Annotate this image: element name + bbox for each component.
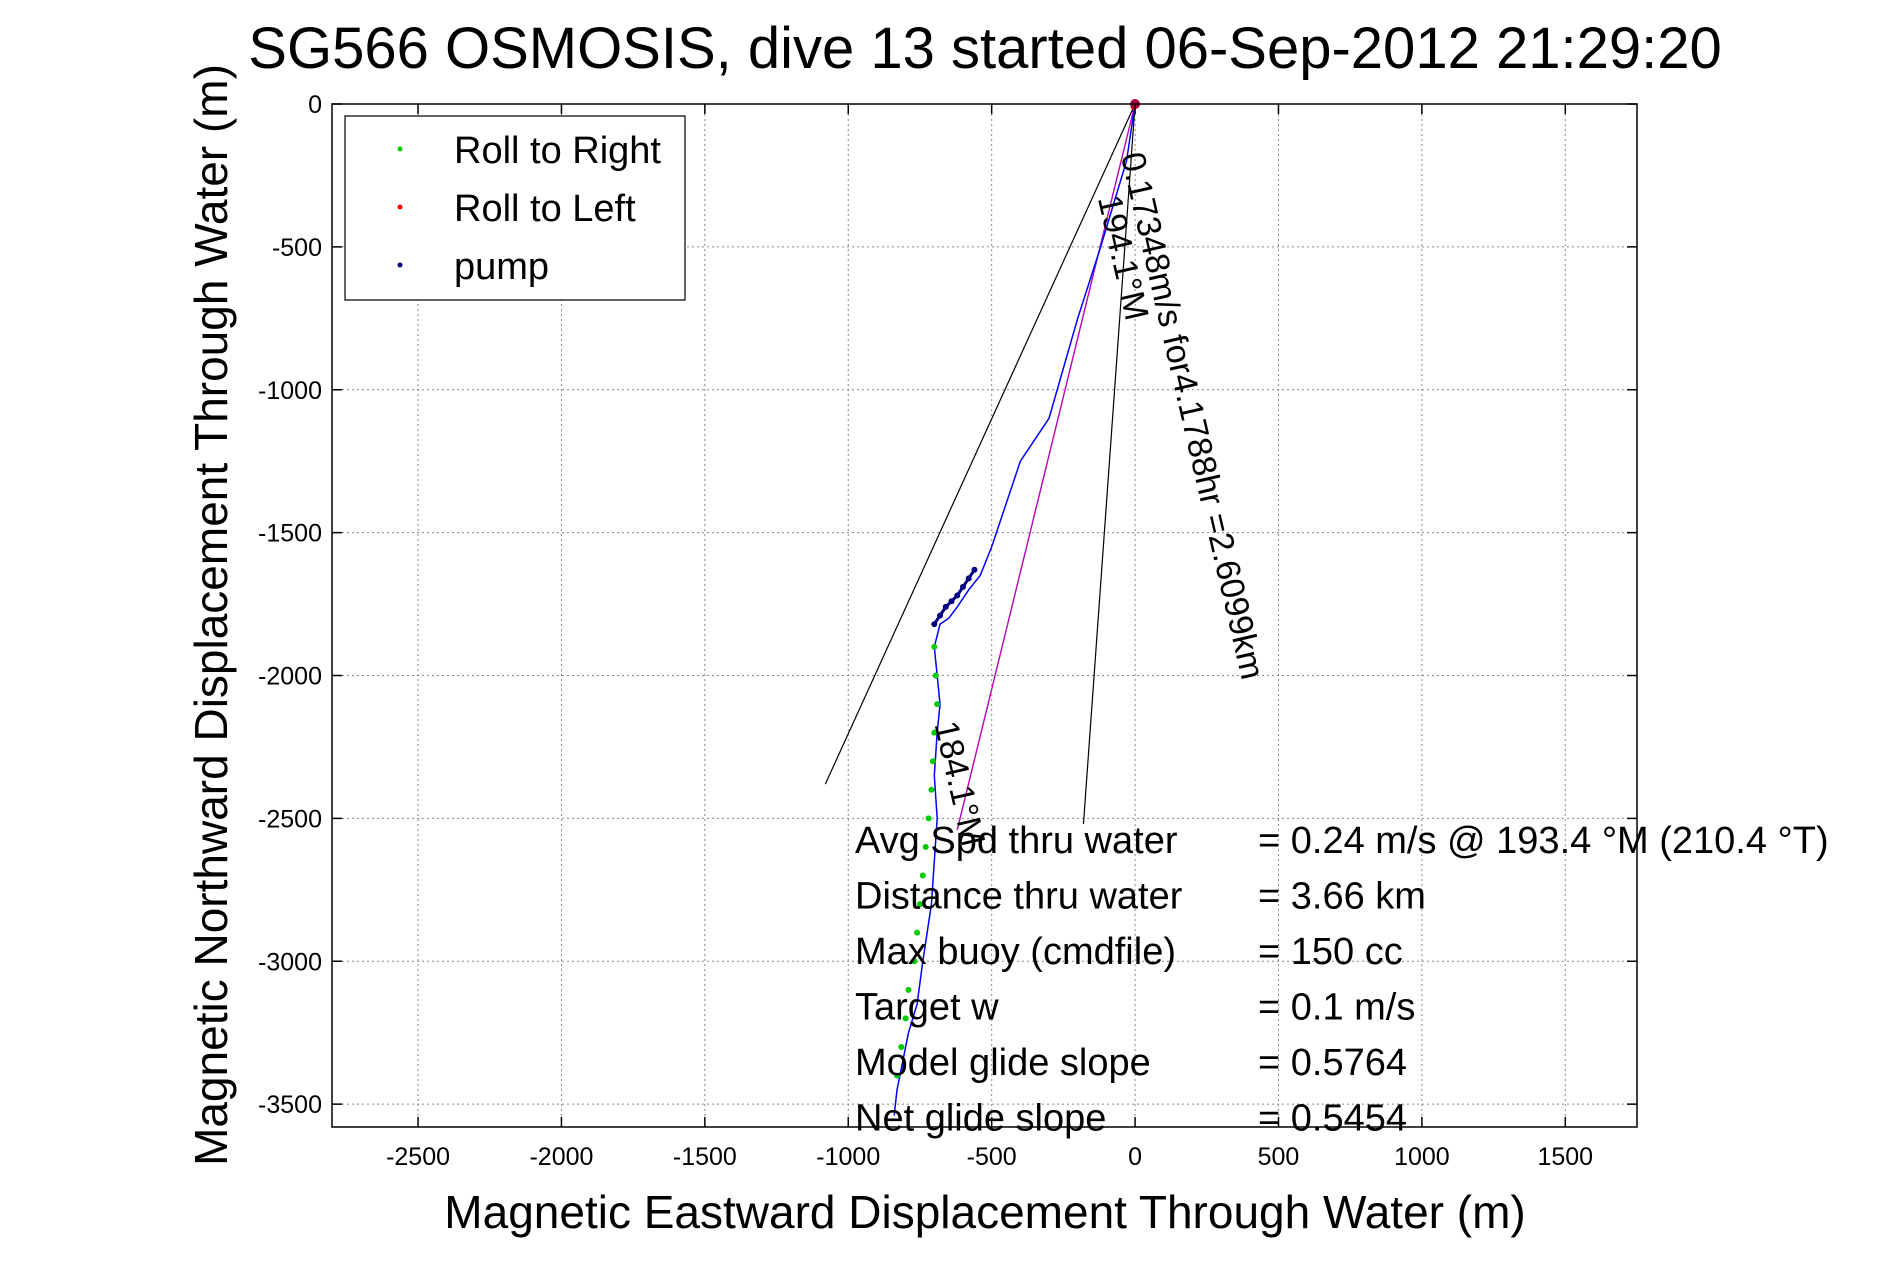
x-tick-label: -2000	[529, 1143, 593, 1171]
stat-label: Model glide slope	[855, 1042, 1151, 1084]
legend-label: Roll to Left	[454, 188, 636, 230]
y-tick-label: 0	[308, 91, 322, 119]
legend-label: pump	[454, 246, 549, 288]
legend: Roll to Right Roll to Left pump	[344, 115, 686, 301]
y-tick-label: -1500	[258, 520, 322, 548]
x-tick-label: 0	[1128, 1143, 1142, 1171]
stat-label: Avg Spd thru water	[855, 820, 1178, 862]
plot-frame	[331, 103, 1638, 1128]
x-tick-label: -1500	[673, 1143, 737, 1171]
x-tick-label: -500	[967, 1143, 1017, 1171]
annotation: 0.17348m/s for4.1788hr =2.6099km	[1113, 149, 1271, 683]
stat-value: = 3.66 km	[1258, 876, 1426, 918]
data-point	[928, 786, 935, 793]
legend-marker	[397, 146, 403, 152]
data-point	[922, 843, 929, 850]
legend-marker	[397, 204, 403, 210]
y-tick-label: -3500	[258, 1091, 322, 1119]
stat-value: = 0.24 m/s @ 193.4 °M (210.4 °T)	[1258, 820, 1829, 862]
stat-value: = 0.1 m/s	[1258, 987, 1415, 1029]
y-tick-label: -2000	[258, 663, 322, 691]
stat-value: = 0.5454	[1258, 1098, 1407, 1140]
stat-value: = 0.5764	[1258, 1042, 1407, 1084]
data-point	[931, 643, 938, 650]
data-series	[824, 99, 1141, 1116]
stat-value: = 150 cc	[1258, 931, 1403, 973]
data-point	[931, 729, 938, 736]
stat-label: Net glide slope	[855, 1098, 1106, 1140]
y-axis-label: Magnetic Northward Displacement Through …	[185, 64, 237, 1166]
heading-line	[956, 103, 1136, 830]
direction-line	[824, 103, 1136, 785]
data-point	[905, 986, 912, 993]
data-point	[898, 1043, 905, 1050]
x-tick-label: 500	[1258, 1143, 1300, 1171]
data-point	[902, 1015, 909, 1022]
data-point	[932, 672, 939, 679]
x-axis-label: Magnetic Eastward Displacement Through W…	[444, 1186, 1525, 1238]
chart-title: SG566 OSMOSIS, dive 13 started 06-Sep-20…	[248, 16, 1721, 81]
y-tick-label: -1000	[258, 377, 322, 405]
x-tick-label: 1500	[1537, 1143, 1593, 1171]
legend-label: Roll to Right	[454, 130, 661, 172]
y-tick-label: -3000	[258, 948, 322, 976]
data-point	[934, 701, 941, 708]
x-tick-label: -1000	[816, 1143, 880, 1171]
data-point	[914, 929, 921, 936]
data-point	[894, 1072, 901, 1079]
direction-line	[1082, 103, 1136, 825]
stat-label: Max buoy (cmdfile)	[855, 931, 1176, 973]
data-point	[919, 872, 926, 879]
data-point	[925, 815, 932, 822]
x-tick-label: 1000	[1394, 1143, 1450, 1171]
data-point	[911, 958, 918, 965]
legend-marker	[397, 262, 403, 268]
stat-label: Distance thru water	[855, 876, 1183, 918]
stats-block: Avg Spd thru water = 0.24 m/s @ 193.4 °M …	[855, 820, 1829, 1140]
y-tick-label: -500	[272, 234, 322, 262]
pump-line	[933, 568, 976, 625]
y-tick-label: -2500	[258, 805, 322, 833]
stat-label: Target w	[855, 987, 999, 1029]
data-point	[916, 901, 923, 908]
track-line	[893, 103, 1136, 1116]
x-tick-label: -2500	[386, 1143, 450, 1171]
data-point	[929, 758, 936, 765]
tick-labels: -2500 -2000 -1500 -1000 -500 0 500 1000 1500 0 -50…	[258, 91, 1637, 1171]
